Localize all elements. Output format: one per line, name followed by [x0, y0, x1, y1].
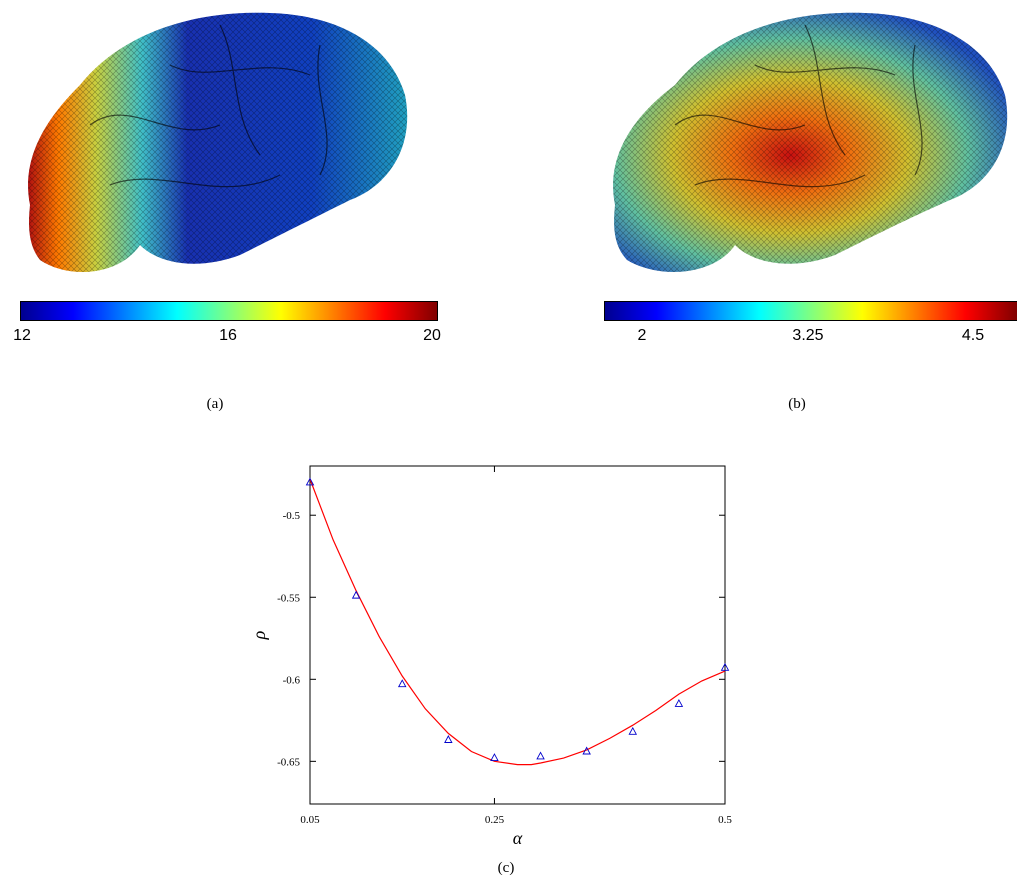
plot-frame [309, 465, 726, 805]
data-point [444, 735, 453, 743]
data-point [351, 590, 361, 599]
colorbar-a [20, 301, 438, 321]
colorbar-a-tick: 12 [13, 327, 31, 344]
data-point [305, 477, 315, 486]
colorbar-b [604, 301, 1017, 321]
y-tick-label: -0.6 [283, 674, 301, 686]
x-axis-label: α [513, 828, 523, 845]
caption-c: (c) [497, 860, 515, 876]
colorbar-b-tick: 2 [637, 327, 647, 344]
y-tick-label: -0.55 [277, 592, 300, 604]
data-point [397, 679, 407, 688]
colorbar-a-tick: 16 [219, 327, 237, 344]
data-point [490, 753, 499, 762]
fit-curve [309, 478, 726, 766]
colorbar-b-tick: 3.25 [792, 327, 824, 344]
colorbar-a-tick: 20 [423, 327, 441, 344]
data-point [628, 726, 638, 735]
y-tick-label: -0.65 [277, 756, 300, 768]
y-axis-label: ρ [249, 630, 269, 640]
data-point [720, 662, 730, 671]
data-point [536, 751, 545, 760]
caption-b: (b) [788, 396, 806, 412]
data-point [582, 746, 591, 755]
x-tick-label: 0.25 [485, 814, 505, 826]
y-tick-label: -0.5 [283, 510, 301, 522]
brain-surface-map-a [28, 12, 408, 273]
x-tick-label: 0.05 [300, 814, 320, 826]
chart-c: 0.05 0.25 0.5 -0.5 -0.55 -0.6 -0.65 α ρ [249, 465, 732, 845]
x-tick-label: 0.5 [718, 814, 732, 826]
caption-a: (a) [206, 396, 224, 412]
colorbar-b-tick: 4.5 [961, 327, 985, 344]
data-point [674, 698, 684, 707]
brain-surface-map-b [613, 12, 1008, 273]
